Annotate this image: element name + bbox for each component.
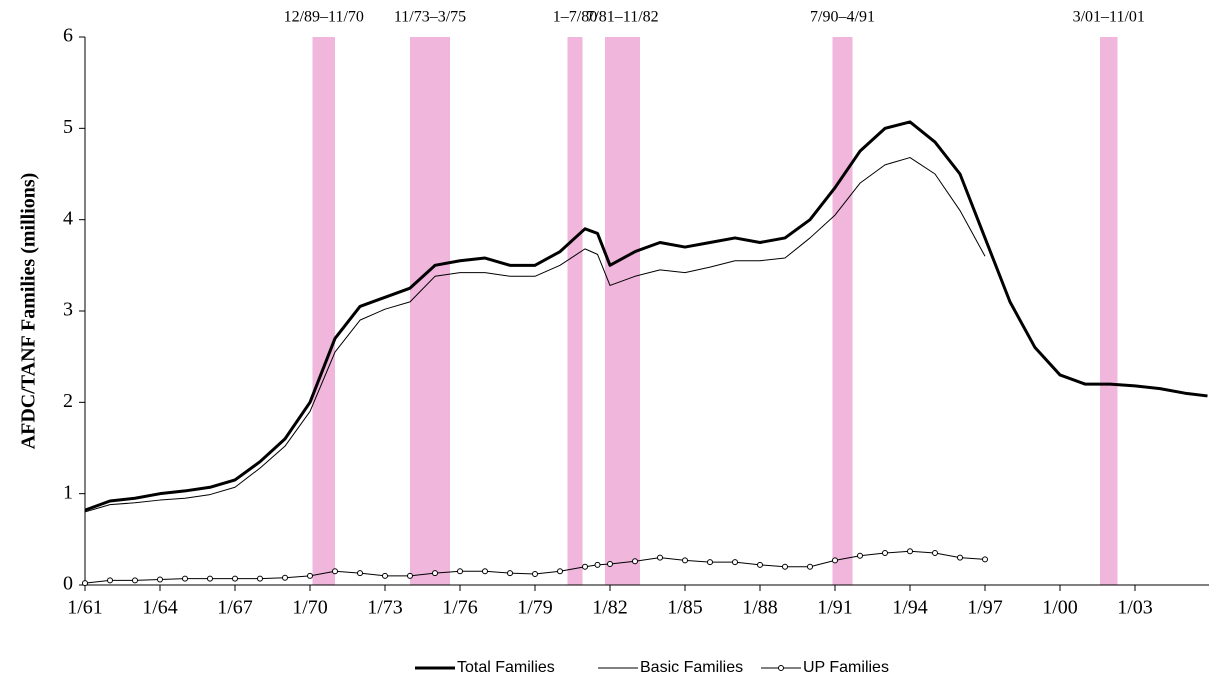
series-marker: [782, 563, 788, 570]
series-marker: [232, 575, 238, 582]
series-line: [84, 120, 1208, 512]
series-marker: [632, 558, 638, 565]
y-tick-label: 0: [63, 573, 73, 595]
x-tick-label: 1/94: [892, 597, 928, 619]
legend-label: Basic Families: [640, 659, 743, 676]
x-tick-label: 1/03: [1117, 597, 1153, 619]
recession-label: 1–7/80: [553, 9, 597, 26]
y-tick-label: 1: [63, 481, 73, 503]
series-marker: [432, 570, 438, 577]
x-tick-label: 1/00: [1042, 597, 1078, 619]
series-marker: [107, 577, 113, 584]
series-marker: [282, 574, 288, 581]
series-marker: [882, 550, 888, 557]
recession-label: 7/81–11/82: [586, 9, 658, 26]
y-tick-label: 3: [63, 299, 73, 321]
series-marker: [457, 568, 463, 575]
series-marker: [407, 572, 413, 579]
series-marker: [657, 554, 663, 561]
recession-label: 7/90–4/91: [810, 9, 875, 26]
series-marker: [532, 571, 538, 578]
series-marker: [594, 561, 601, 568]
y-tick-label: 4: [63, 207, 73, 229]
series-marker: [757, 561, 763, 568]
recession-band: [832, 37, 853, 585]
y-tick-label: 5: [63, 116, 73, 138]
recession-label: 3/01–11/01: [1073, 9, 1145, 26]
x-tick-label: 1/91: [817, 597, 853, 619]
y-tick-label: 2: [63, 390, 73, 412]
series-marker: [707, 559, 713, 566]
recession-band: [410, 37, 450, 585]
series-marker: [557, 568, 563, 575]
series-marker: [832, 557, 838, 564]
x-tick-label: 1/82: [592, 597, 628, 619]
x-tick-label: 1/73: [367, 597, 403, 619]
recession-band: [312, 37, 335, 585]
series-marker: [207, 575, 213, 582]
recession-band: [1100, 37, 1118, 585]
series-marker: [957, 554, 963, 561]
series-line: [84, 157, 986, 513]
legend-label: UP Families: [803, 659, 889, 676]
x-tick-label: 1/97: [967, 597, 1003, 619]
legend-label: Total Families: [457, 659, 555, 676]
series-marker: [982, 556, 988, 563]
x-tick-label: 1/67: [217, 597, 253, 619]
series-marker: [807, 563, 813, 570]
series-marker: [157, 576, 163, 583]
series-marker: [132, 577, 138, 584]
recession-band: [605, 37, 640, 585]
series-marker: [82, 580, 88, 587]
x-tick-label: 1/76: [442, 597, 478, 619]
series-marker: [357, 570, 363, 577]
x-tick-label: 1/88: [742, 597, 778, 619]
x-tick-label: 1/64: [142, 597, 178, 619]
series-marker: [682, 557, 688, 564]
legend-marker: [778, 665, 784, 671]
series-marker: [732, 559, 738, 566]
series-marker: [182, 575, 188, 582]
series-marker: [857, 552, 863, 559]
series-marker: [582, 563, 588, 570]
series-marker: [482, 568, 488, 575]
series-marker: [382, 572, 388, 579]
series-marker: [607, 560, 613, 567]
y-axis-label: AFDC/TANF Families (millions): [18, 173, 40, 450]
recession-band: [567, 37, 583, 585]
x-tick-label: 1/85: [667, 597, 703, 619]
recession-label: 12/89–11/70: [284, 9, 364, 26]
x-tick-label: 1/79: [517, 597, 553, 619]
series-marker: [257, 575, 263, 582]
series-marker: [332, 568, 338, 575]
x-tick-label: 1/61: [67, 597, 103, 619]
recession-label: 11/73–3/75: [394, 9, 466, 26]
series-marker: [907, 548, 913, 555]
x-tick-label: 1/70: [292, 597, 328, 619]
y-tick-label: 6: [63, 25, 73, 47]
series-marker: [932, 550, 938, 557]
series-line: [84, 550, 986, 584]
series-marker: [307, 572, 313, 579]
series-marker: [507, 570, 513, 577]
